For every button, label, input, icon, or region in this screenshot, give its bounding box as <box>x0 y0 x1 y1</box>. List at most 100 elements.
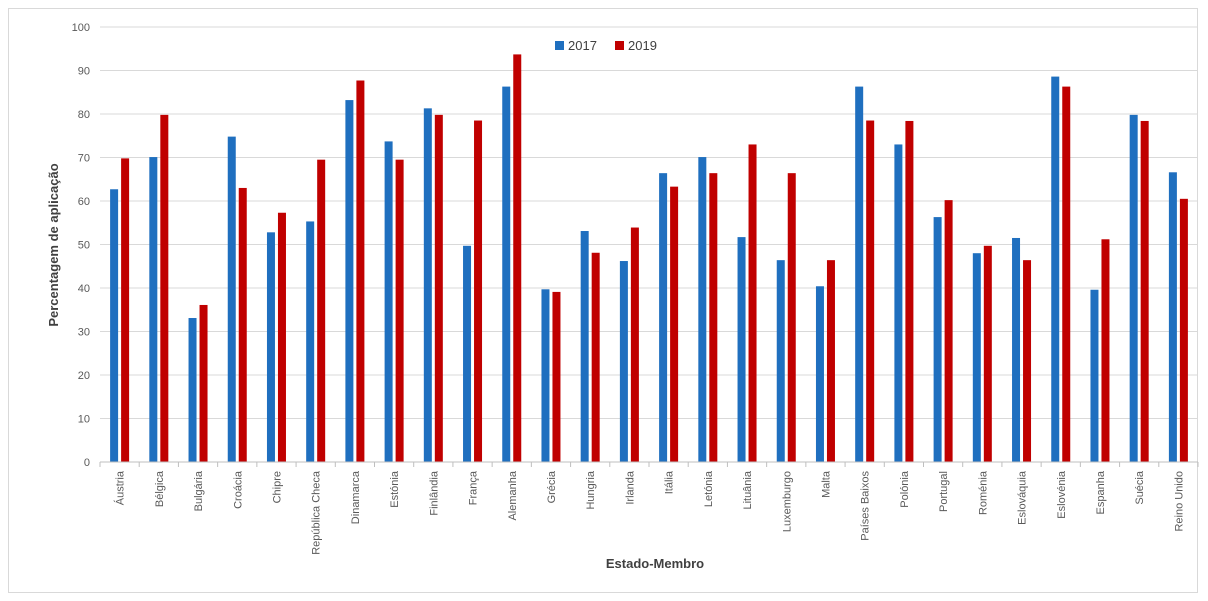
bar-2019-9 <box>434 114 443 463</box>
bar-2019-22 <box>944 200 953 462</box>
x-tick-label: Grécia <box>546 470 558 503</box>
y-tick-label: 100 <box>72 22 90 34</box>
y-tick-label: 90 <box>78 66 90 78</box>
bar-2019-3 <box>199 304 208 462</box>
x-tick-label: Dinamarca <box>350 470 362 524</box>
bar-2017-21 <box>894 144 903 462</box>
x-tick-label: Áustria <box>114 470 127 505</box>
y-tick-label: 40 <box>78 283 90 295</box>
bar-2017-24 <box>1012 237 1021 462</box>
bar-2019-12 <box>552 291 561 462</box>
bars <box>110 54 1188 463</box>
bar-2017-7 <box>345 100 354 462</box>
bar-2019-25 <box>1062 86 1071 462</box>
gridlines <box>100 26 1198 419</box>
bar-2017-27 <box>1129 114 1138 463</box>
bar-2017-16 <box>698 157 707 462</box>
x-axis-title: Estado-Membro <box>606 556 704 571</box>
x-tick-label: Finlândia <box>428 470 440 516</box>
x-tick-label: Suécia <box>1134 470 1146 505</box>
bar-2019-7 <box>356 80 365 462</box>
bar-2017-26 <box>1090 289 1099 462</box>
bar-2019-8 <box>395 159 404 463</box>
y-tick-label: 70 <box>78 153 90 165</box>
bar-2019-5 <box>277 212 286 462</box>
bar-2019-10 <box>474 120 483 463</box>
bar-2017-11 <box>502 86 511 462</box>
x-tick-label: Eslováquia <box>1017 470 1029 525</box>
bar-2017-23 <box>972 253 981 462</box>
x-tick-label: Alemanha <box>507 470 519 520</box>
bar-2019-13 <box>591 252 600 462</box>
bar-2017-12 <box>541 289 550 462</box>
bar-2017-28 <box>1168 172 1177 463</box>
bar-2017-20 <box>855 86 864 462</box>
bar-2017-8 <box>384 141 393 462</box>
bar-2017-6 <box>306 221 315 462</box>
x-tick-label: Malta <box>820 470 832 498</box>
bar-2019-15 <box>670 186 679 462</box>
legend: 2017 2019 <box>555 38 657 53</box>
bar-2019-11 <box>513 54 522 462</box>
legend-label-2017: 2017 <box>568 38 597 53</box>
x-axis <box>99 461 1199 467</box>
y-tick-label: 80 <box>78 109 90 121</box>
bar-2017-2 <box>149 157 158 462</box>
y-axis-ticks: 0 10 20 30 40 50 60 70 80 90 100 <box>72 22 90 469</box>
bar-2017-5 <box>266 232 275 462</box>
x-tick-label: Bélgica <box>154 470 166 507</box>
legend-label-2019: 2019 <box>628 38 657 53</box>
y-axis-title: Percentagem de aplicação <box>46 163 61 326</box>
bar-2019-21 <box>905 120 914 463</box>
y-tick-label: 60 <box>78 196 90 208</box>
bar-2019-18 <box>787 173 796 462</box>
bar-2019-23 <box>983 245 992 462</box>
bar-2019-1 <box>121 158 130 462</box>
x-tick-label: Países Baixos <box>860 471 872 541</box>
bar-2019-16 <box>709 173 718 462</box>
bar-2017-22 <box>933 217 942 462</box>
bar-2019-27 <box>1140 120 1149 463</box>
x-tick-label: Itália <box>664 470 676 494</box>
legend-swatch-2019 <box>615 41 624 50</box>
y-tick-label: 10 <box>78 414 90 426</box>
bar-2017-17 <box>737 237 746 462</box>
x-tick-label: Bulgária <box>193 470 205 511</box>
bar-2017-18 <box>776 260 785 462</box>
bar-2019-17 <box>748 144 757 462</box>
bar-2019-24 <box>1023 260 1032 462</box>
bar-2019-20 <box>866 120 875 463</box>
bar-2019-14 <box>630 227 639 462</box>
x-axis-ticks: Áustria Bélgica Bulgária Croácia Chipre Repúb… <box>114 470 1186 555</box>
y-tick-label: 0 <box>84 457 90 469</box>
x-tick-label: Roménia <box>977 470 989 515</box>
bar-2019-6 <box>317 159 326 463</box>
bar-2017-3 <box>188 318 197 462</box>
bar-2017-4 <box>227 136 236 462</box>
x-tick-label: Letónia <box>703 470 715 507</box>
legend-swatch-2017 <box>555 41 564 50</box>
x-tick-label: Chipre <box>271 471 283 503</box>
bar-2017-1 <box>110 189 119 462</box>
x-tick-label: Croácia <box>232 470 244 509</box>
x-tick-label: Reino Unido <box>1173 471 1185 532</box>
bar-2017-25 <box>1051 76 1060 462</box>
x-tick-label: Irlanda <box>624 470 636 505</box>
bar-2017-9 <box>423 108 432 462</box>
x-tick-label: Lituânia <box>742 470 754 509</box>
x-tick-label: República Checa <box>311 470 323 555</box>
x-tick-label: Portugal <box>938 471 950 512</box>
chart-area <box>8 8 1198 593</box>
x-tick-label: França <box>468 470 480 505</box>
x-tick-label: Luxemburgo <box>781 471 793 532</box>
x-tick-label: Estónia <box>389 470 401 508</box>
bar-2019-26 <box>1101 239 1110 462</box>
y-tick-label: 50 <box>78 240 90 252</box>
x-tick-label: Espanha <box>1095 470 1107 514</box>
bar-2019-28 <box>1179 198 1188 462</box>
bar-2017-14 <box>619 261 628 462</box>
bar-2019-4 <box>238 187 247 462</box>
bar-2017-10 <box>463 245 472 462</box>
y-tick-label: 30 <box>78 327 90 339</box>
